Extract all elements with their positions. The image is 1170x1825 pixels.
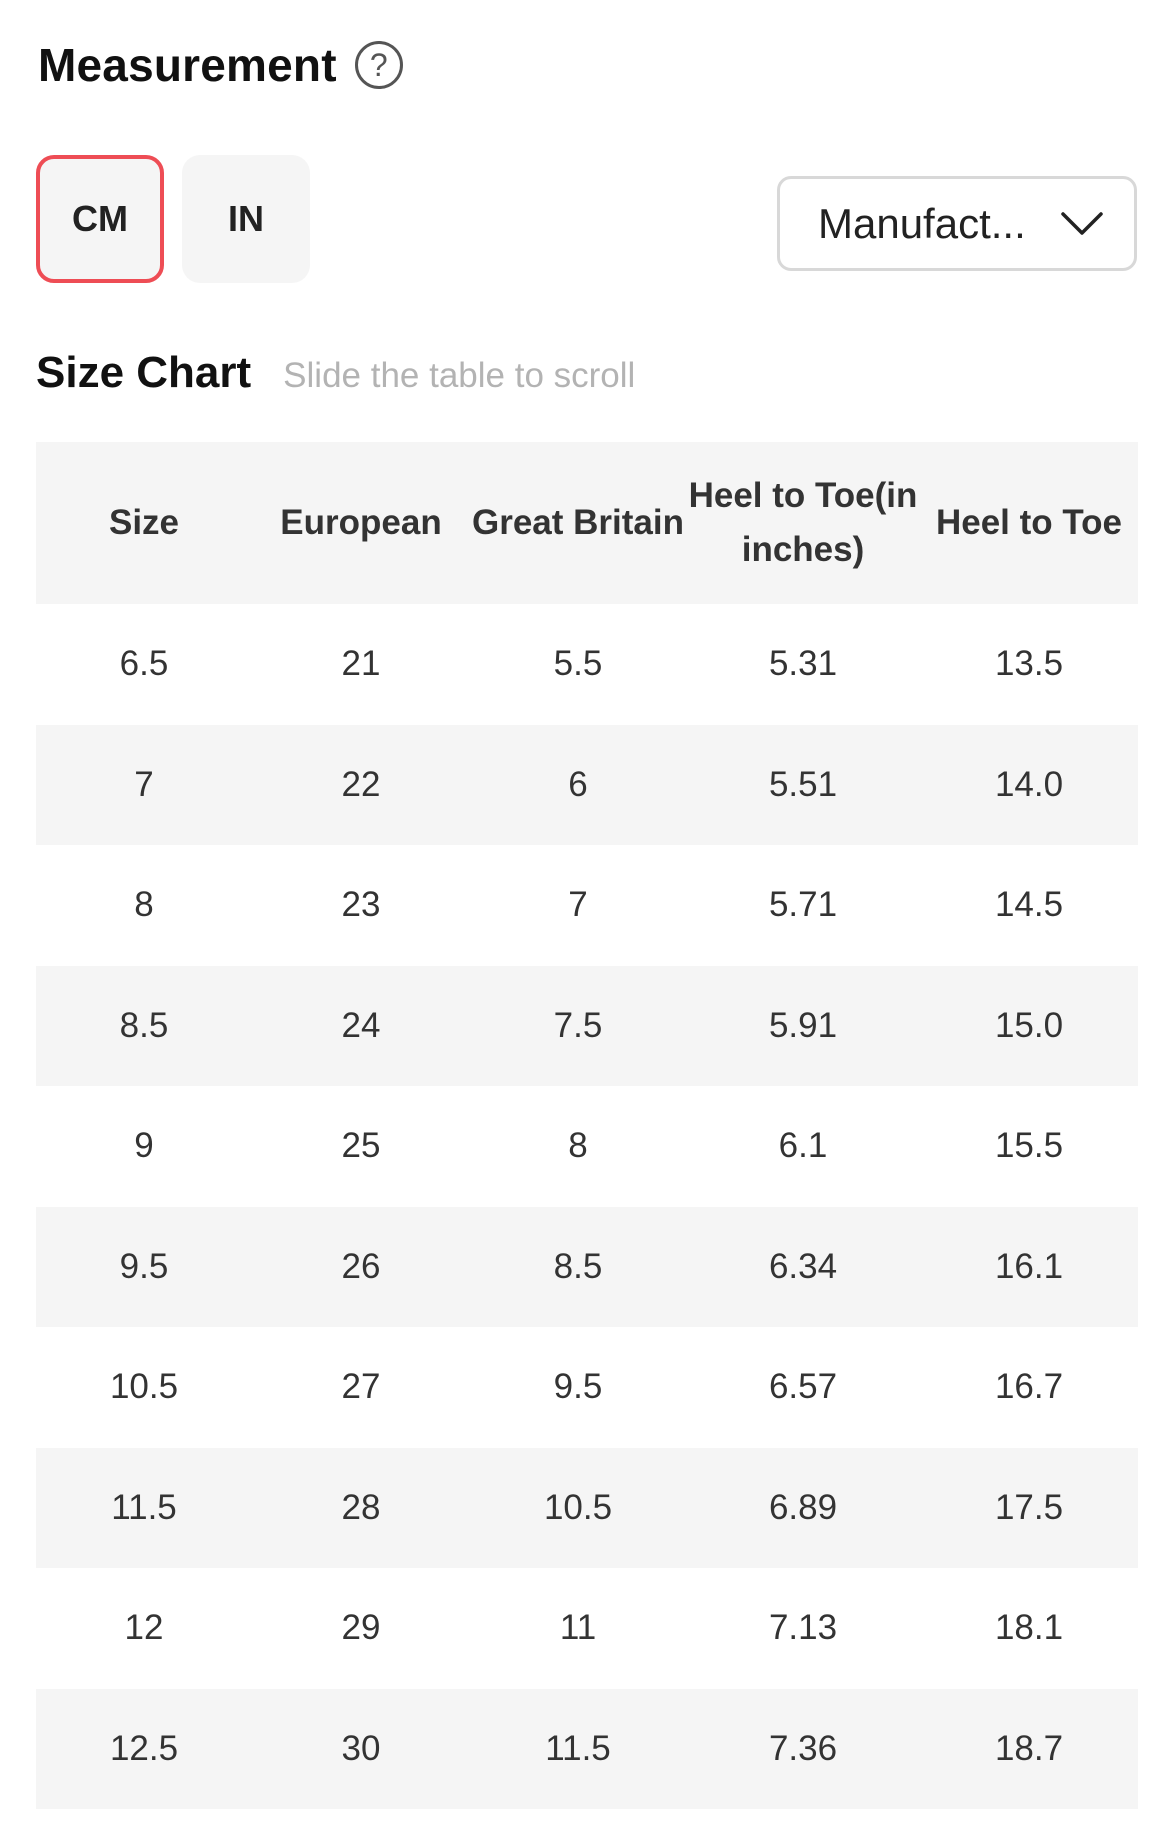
size-chart-title: Size Chart <box>36 348 252 397</box>
table-row: 6.5 21 5.5 5.31 13.5 <box>36 604 1138 725</box>
help-icon[interactable]: ? <box>354 41 403 89</box>
table-cell: 18.1 <box>994 1608 1064 1648</box>
table-cell: 16.7 <box>994 1367 1064 1407</box>
column-header-heel-to-toe: Heel to Toe <box>935 503 1123 542</box>
unit-in-button[interactable]: IN <box>182 155 310 283</box>
column-header-great-britain: Great Britain <box>472 503 684 542</box>
table-row: 9 25 8 6.1 15.5 <box>36 1086 1138 1207</box>
table-cell: 5.51 <box>768 764 838 804</box>
column-header-european: European <box>280 503 442 542</box>
table-cell: 6.5 <box>119 644 169 684</box>
table-cell: 21 <box>341 644 381 684</box>
table-cell: 11 <box>559 1608 597 1648</box>
table-cell: 5.5 <box>553 644 603 684</box>
table-cell: 9 <box>134 1126 154 1166</box>
table-cell: 26 <box>341 1246 381 1286</box>
table-cell: 25 <box>341 1126 381 1166</box>
table-row: 7 22 6 5.51 14.0 <box>36 724 1138 845</box>
table-cell: 8 <box>568 1126 588 1166</box>
column-header-size: Size <box>108 503 180 542</box>
table-body: 6.5 21 5.5 5.31 13.5 7 22 6 5.51 14.0 8 23 7 5.71 14.5… <box>36 604 1138 1809</box>
table-cell: 8.5 <box>119 1005 169 1045</box>
table-cell: 6.1 <box>778 1126 828 1166</box>
table-cell: 5.91 <box>768 1005 838 1045</box>
unit-toggle: CM IN <box>36 155 310 283</box>
table-cell: 13.5 <box>994 644 1064 684</box>
table-cell: 16.1 <box>994 1246 1064 1286</box>
size-chart-table[interactable]: Size European Great Britain Heel to Toe(… <box>36 442 1138 1809</box>
table-row: 11.5 28 10.5 6.89 17.5 <box>36 1447 1138 1568</box>
table-row: 10.5 27 9.5 6.57 16.7 <box>36 1327 1138 1448</box>
dropdown-selected-value: Manufact... <box>818 199 1026 247</box>
table-cell: 8 <box>134 885 154 925</box>
table-cell: 5.71 <box>768 885 838 925</box>
table-cell: 6.57 <box>768 1367 838 1407</box>
size-standard-dropdown[interactable]: Manufact... <box>777 176 1137 271</box>
table-cell: 12 <box>124 1608 164 1648</box>
table-header: Size European Great Britain Heel to Toe(… <box>36 442 1138 604</box>
table-cell: 7.36 <box>768 1728 838 1768</box>
table-cell: 11.5 <box>111 1487 177 1527</box>
table-cell: 15.5 <box>994 1126 1064 1166</box>
table-cell: 11.5 <box>545 1728 611 1768</box>
size-chart-heading: Size Chart Slide the table to scroll <box>36 348 635 398</box>
table-row: 9.5 26 8.5 6.34 16.1 <box>36 1206 1138 1327</box>
column-header-heel-to-toe-inches: Heel to Toe(in inches) <box>688 476 918 569</box>
table-cell: 6.34 <box>768 1246 838 1286</box>
table-cell: 7.13 <box>768 1608 838 1648</box>
table-cell: 6 <box>568 764 588 804</box>
table-cell: 9.5 <box>553 1367 603 1407</box>
unit-cm-button[interactable]: CM <box>36 155 164 283</box>
table-cell: 15.0 <box>994 1005 1064 1045</box>
table-cell: 27 <box>341 1367 381 1407</box>
table-row: 12.5 30 11.5 7.36 18.7 <box>36 1688 1138 1809</box>
table-cell: 5.31 <box>768 644 838 684</box>
table-cell: 22 <box>341 764 381 804</box>
table-cell: 7 <box>134 764 154 804</box>
table-cell: 29 <box>341 1608 381 1648</box>
table-cell: 7 <box>568 885 588 925</box>
table-cell: 18.7 <box>994 1728 1064 1768</box>
table-cell: 6.89 <box>768 1487 838 1527</box>
table-cell: 28 <box>341 1487 381 1527</box>
table-cell: 23 <box>341 885 381 925</box>
table-cell: 10.5 <box>543 1487 613 1527</box>
table-row: 8 23 7 5.71 14.5 <box>36 845 1138 966</box>
table-cell: 14.0 <box>994 764 1064 804</box>
table-cell: 30 <box>341 1728 381 1768</box>
table-cell: 24 <box>341 1005 381 1045</box>
table-cell: 14.5 <box>994 885 1064 925</box>
scroll-hint: Slide the table to scroll <box>283 356 636 395</box>
page-title: Measurement <box>38 39 337 91</box>
table-cell: 12.5 <box>109 1728 179 1768</box>
table-cell: 9.5 <box>119 1246 169 1286</box>
measurement-header: Measurement ? <box>38 38 403 92</box>
table-cell: 17.5 <box>994 1487 1064 1527</box>
table-cell: 8.5 <box>553 1246 603 1286</box>
chevron-down-icon <box>1061 211 1103 235</box>
table-row: 12 29 11 7.13 18.1 <box>36 1568 1138 1689</box>
table-cell: 7.5 <box>553 1005 603 1045</box>
table-cell: 10.5 <box>109 1367 179 1407</box>
table-row: 8.5 24 7.5 5.91 15.0 <box>36 965 1138 1086</box>
